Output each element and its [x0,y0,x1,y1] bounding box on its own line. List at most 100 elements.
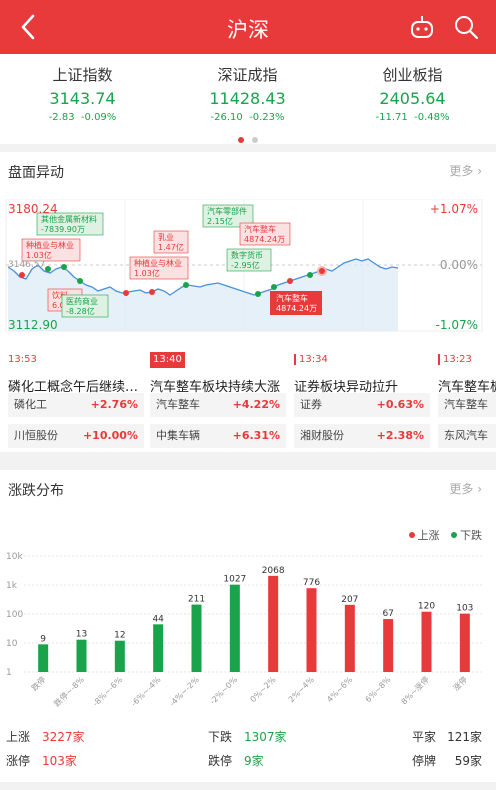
event-label: 汽车整车 [244,224,276,234]
news-card[interactable]: 13:34 证券板块异动拉升 [294,347,430,395]
y-tick-label: 1k [6,581,18,591]
stat-halt: 停牌 59家 [412,754,482,768]
more-link[interactable]: 更多 › [449,482,482,496]
bar [421,611,432,672]
category-label: 跌停~-8% [52,674,86,708]
back-arrow-icon[interactable] [14,12,44,42]
page-dot-active[interactable] [238,137,244,143]
bar-value-label: 207 [341,595,358,605]
stock-chip[interactable]: 证券 +0.63% [294,393,430,417]
news-time: 13:40 [150,352,185,368]
bar-value-label: 1027 [223,575,246,585]
category-label: 4%~6% [325,675,354,704]
event-label: -8.28亿 [66,306,95,316]
distribution-panel: 涨跌分布 更多 › 上涨 下跌 1 10 100 1k 10k 9 跌停 13 跌停~-8% 12… [0,470,496,782]
bar-value-label: 67 [382,609,393,619]
stock-chip[interactable]: 磷化工 +2.76% [8,393,144,417]
bar-value-label: 211 [188,595,205,605]
bar [76,639,87,672]
bar-value-label: 2068 [262,566,285,576]
bar [114,640,125,672]
index-card-sh[interactable]: 上证指数 3143.74 -2.83 -0.09% [0,64,165,123]
news-title: 证券板块异动拉升 [294,380,399,395]
y-tick-label: 1 [6,668,12,678]
stat-flat: 平家 121家 [412,730,482,744]
category-label: 跌停 [29,674,47,692]
stat-up: 上涨 3227家 [6,730,85,744]
bar-value-label: 103 [456,604,473,614]
index-name: 创业板指 [382,66,443,84]
intraday-high-pct: +1.07% [430,202,478,216]
category-label: 6%~8% [364,675,393,704]
stock-chip[interactable]: 汽车整车 [438,393,496,417]
event-label: -2.95亿 [231,260,260,270]
page-indicator [0,128,496,147]
stock-chip[interactable]: 川恒股份 +10.00% [8,424,144,448]
chart-legend: 上涨 下跌 [401,527,482,543]
bar [306,588,317,672]
bar [344,604,355,672]
news-time: 13:23 [438,354,472,365]
category-label: -4%~-2% [168,675,201,708]
robot-assistant-icon[interactable] [408,14,436,40]
intraday-panel: 盘面异动 更多 › 其他金属新材料 -7839.90万 [0,152,496,452]
bar-value-label: 120 [418,602,435,612]
section-title: 盘面异动 [8,165,64,181]
event-label: 4874.24万 [276,304,317,313]
bar [459,613,470,672]
intraday-chart[interactable]: 其他金属新材料 -7839.90万 种植业与林业 1.03亿 乳业 1.47亿 … [0,199,496,333]
event-label: 饮料 [52,290,68,300]
category-label: -6%~-4% [129,675,162,708]
event-label: 数字货币 [231,250,263,260]
more-link[interactable]: 更多 › [449,164,482,178]
search-icon[interactable] [452,14,480,40]
y-tick-label: 10 [6,639,18,649]
category-label: 8%~涨停 [399,674,431,706]
stock-chip[interactable]: 东风汽车 [438,424,496,448]
index-change: -26.10 -0.23% [210,112,285,123]
bar [153,624,164,672]
category-label: -8%~-6% [91,675,124,708]
news-title: 汽车整车板块持续大涨 [150,380,281,395]
category-label: 0%~2% [249,675,278,704]
bar-value-label: 13 [76,630,87,640]
event-label: 1.03亿 [26,250,52,260]
index-card-cyb[interactable]: 创业板指 2405.64 -11.71 -0.48% [330,64,495,123]
news-card[interactable]: 13:40 汽车整车板块持续大涨 [150,347,286,395]
index-change: -11.71 -0.48% [375,112,450,123]
distribution-chart: 1 10 100 1k 10k 9 跌停 13 跌停~-8% 12 -8%~-6% 44 -6%~-4%… [6,552,484,708]
event-label: 4874.24万 [244,235,285,244]
news-title: 汽车整车板块 [438,380,496,395]
bar-value-label: 9 [40,634,46,644]
index-card-sz[interactable]: 深证成指 11428.43 -26.10 -0.23% [165,64,330,123]
news-time: 13:34 [294,354,328,365]
bar-value-label: 44 [152,614,164,624]
intraday-mid: 3146.57 [8,260,45,270]
index-name: 上证指数 [52,66,113,84]
stat-limit-down: 跌停 9家 [208,754,264,768]
event-label: 种植业与林业 [26,240,74,250]
stock-chip[interactable]: 汽车整车 +4.22% [150,393,286,417]
y-tick-label: 100 [6,610,23,620]
stock-chip[interactable]: 湘财股份 +2.38% [294,424,430,448]
event-label: 乳业 [158,232,174,242]
news-card[interactable]: 13:23 汽车整车板块 [438,347,496,395]
bar [383,619,394,672]
index-value: 11428.43 [209,89,286,108]
category-label: -2%~0% [208,675,239,706]
stock-chip[interactable]: 中集车辆 +6.31% [150,424,286,448]
news-title: 磷化工概念午后继续… [8,380,139,395]
stat-limit-up: 涨停 103家 [6,754,77,768]
intraday-zero-pct: 0.00% [440,258,478,272]
news-card[interactable]: 13:53 磷化工概念午后继续… [8,347,144,395]
event-markers [19,264,327,297]
intraday-high: 3180.24 [8,202,58,216]
event-label: 1.03亿 [134,268,160,278]
news-time: 13:53 [8,354,37,365]
event-label: -7839.90万 [41,225,85,234]
intraday-low: 3112.90 [8,318,58,332]
page-dot[interactable] [252,137,258,143]
index-value: 3143.74 [49,89,116,108]
legend-swatch-down [451,532,457,538]
index-summary: 上证指数 3143.74 -2.83 -0.09% 深证成指 11428.43 … [0,54,496,144]
